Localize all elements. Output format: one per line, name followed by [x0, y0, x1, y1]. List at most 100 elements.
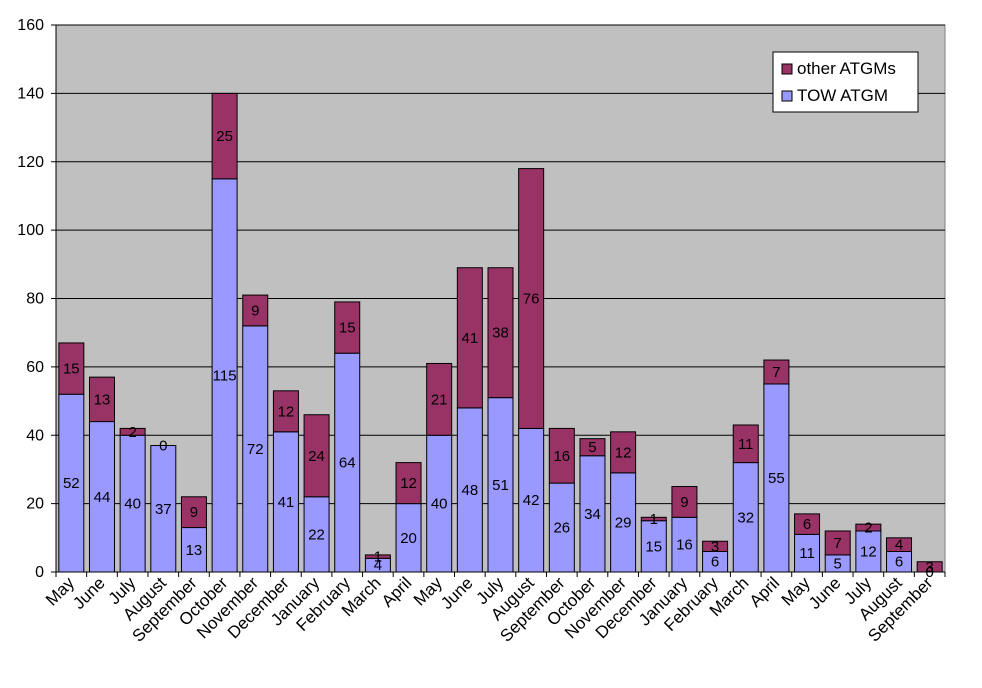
data-label-tow-atgm: 52	[63, 475, 80, 492]
y-tick-label: 140	[17, 85, 44, 102]
bar-tow-atgm	[732, 462, 759, 573]
data-label-other-atgms: 4	[895, 537, 903, 554]
bar-tow-atgm	[456, 407, 483, 573]
data-label-other-atgms: 9	[251, 302, 259, 319]
data-label-other-atgms: 2	[128, 424, 136, 441]
x-category-label: June	[69, 573, 109, 613]
data-label-tow-atgm: 20	[400, 530, 417, 547]
data-label-other-atgms: 41	[462, 330, 479, 347]
bar-tow-atgm	[794, 533, 821, 573]
data-label-other-atgms: 9	[680, 494, 688, 511]
bar-other-atgms	[395, 462, 422, 505]
data-label-tow-atgm: 42	[523, 492, 540, 509]
data-label-other-atgms: 16	[553, 448, 570, 465]
data-label-other-atgms: 7	[834, 535, 842, 552]
data-label-tow-atgm: 40	[124, 496, 141, 513]
data-label-other-atgms: 76	[523, 291, 540, 308]
data-label-tow-atgm: 12	[860, 543, 877, 560]
y-tick-label: 120	[17, 154, 44, 171]
bar-other-atgms	[548, 427, 575, 484]
data-label-tow-atgm: 4	[374, 557, 382, 574]
data-label-other-atgms: 21	[431, 391, 448, 408]
data-label-other-atgms: 3	[926, 559, 934, 576]
bar-tow-atgm	[303, 496, 330, 573]
data-label-other-atgms: 12	[400, 475, 417, 492]
bar-other-atgms	[211, 92, 238, 180]
data-label-tow-atgm: 55	[768, 470, 785, 487]
data-label-tow-atgm: 34	[584, 506, 601, 523]
bar-other-atgms	[88, 376, 115, 423]
data-label-other-atgms: 7	[772, 364, 780, 381]
data-label-other-atgms: 5	[588, 439, 596, 456]
bar-tow-atgm	[242, 325, 269, 573]
bar-other-atgms	[58, 342, 85, 395]
bar-other-atgms	[456, 267, 483, 409]
bar-other-atgms	[334, 301, 361, 354]
y-tick-label: 0	[35, 564, 44, 581]
bar-tow-atgm	[671, 516, 698, 573]
data-label-tow-atgm: 37	[155, 501, 172, 518]
bar-tow-atgm	[855, 530, 882, 573]
data-label-other-atgms: 3	[711, 538, 719, 555]
data-label-other-atgms: 24	[308, 448, 325, 465]
bar-tow-atgm	[150, 445, 177, 573]
bar-other-atgms	[518, 168, 545, 429]
data-label-tow-atgm: 44	[94, 489, 111, 506]
data-label-tow-atgm: 40	[431, 496, 448, 513]
legend-swatch-tow-atgm	[781, 90, 793, 102]
bar-other-atgms	[855, 523, 882, 532]
bar-tow-atgm	[548, 482, 575, 573]
data-label-tow-atgm: 6	[895, 554, 903, 571]
data-label-tow-atgm: 64	[339, 455, 356, 472]
x-category-label: April	[746, 573, 783, 610]
data-label-tow-atgm: 48	[462, 482, 479, 499]
x-category-label: April	[378, 573, 415, 610]
bar-tow-atgm	[180, 527, 207, 573]
legend-label-tow-atgm: TOW ATGM	[797, 86, 888, 105]
data-label-tow-atgm: 16	[676, 537, 693, 554]
bar-other-atgms	[579, 438, 606, 457]
data-label-other-atgms: 2	[864, 520, 872, 537]
x-category-label: June	[437, 573, 477, 613]
data-label-other-atgms: 25	[216, 128, 233, 145]
y-tick-label: 160	[17, 17, 44, 34]
data-label-other-atgms: 13	[94, 391, 111, 408]
y-tick-label: 80	[26, 291, 44, 308]
legend-box	[772, 51, 919, 113]
bar-other-atgms	[702, 540, 729, 552]
data-label-other-atgms: 1	[650, 511, 658, 528]
data-label-tow-atgm: 6	[711, 554, 719, 571]
data-label-other-atgms: 38	[492, 325, 509, 342]
bar-other-atgms	[610, 431, 637, 474]
bar-tow-atgm	[211, 178, 238, 573]
bar-other-atgms	[671, 486, 698, 518]
bar-other-atgms	[180, 496, 207, 529]
bar-tow-atgm	[487, 397, 514, 573]
data-label-other-atgms: 11	[738, 436, 754, 453]
data-label-other-atgms: 9	[190, 504, 198, 521]
data-label-tow-atgm: 72	[247, 441, 264, 458]
legend: other ATGMs TOW ATGM	[772, 51, 919, 113]
data-label-other-atgms: 15	[63, 361, 80, 378]
legend-label-other-atgms: other ATGMs	[797, 59, 896, 78]
bar-other-atgms	[119, 427, 146, 436]
data-label-other-atgms: 15	[339, 320, 356, 337]
data-label-other-atgms: 6	[803, 516, 811, 533]
bar-other-atgms	[640, 516, 667, 522]
data-label-tow-atgm: 5	[834, 555, 842, 572]
data-label-tow-atgm: 51	[492, 477, 509, 494]
bar-other-atgms	[794, 513, 821, 535]
x-category-label: June	[805, 573, 845, 613]
bar-other-atgms	[426, 362, 453, 436]
y-tick-label: 40	[26, 427, 44, 444]
data-label-other-atgms: 0	[159, 438, 167, 455]
bar-other-atgms	[364, 554, 391, 559]
legend-swatch-other-atgms	[781, 63, 793, 75]
y-tick-label: 20	[26, 496, 44, 513]
bar-other-atgms	[886, 537, 913, 552]
data-label-tow-atgm: 13	[186, 542, 203, 559]
y-tick-label: 100	[17, 222, 44, 239]
